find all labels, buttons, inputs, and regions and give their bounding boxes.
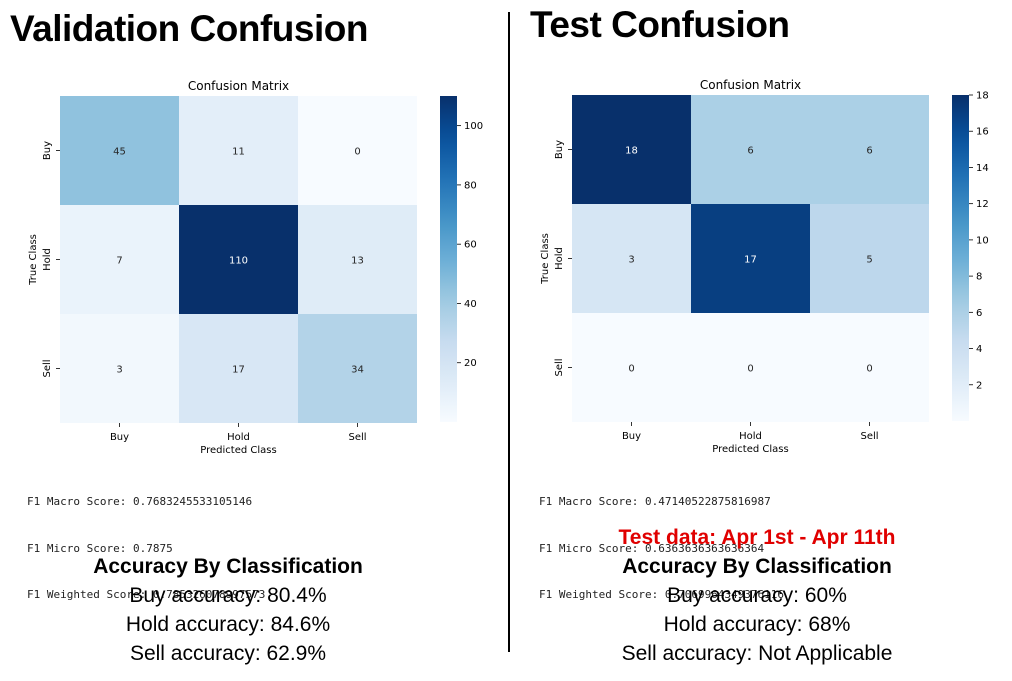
validation-cell-value-hold-hold: 110 xyxy=(229,256,248,267)
test-colorbar-tick-label-16: 16 xyxy=(976,127,989,138)
validation-f1-weighted: F1 Weighted Score: 0.785326078997573 xyxy=(27,588,266,601)
test-y-tick-label-buy: Buy xyxy=(554,140,565,159)
validation-y-tick-label-hold: Hold xyxy=(42,248,53,271)
validation-cell-value-sell-buy: 3 xyxy=(116,365,122,376)
test-f1-weighted: F1 Weighted Score: 0.7069964349376116 xyxy=(539,588,785,601)
validation-buy-accuracy: Buy accuracy: 80.4% xyxy=(129,584,327,607)
test-cell-sell-sell xyxy=(810,313,929,422)
test-colorbar-tick-label-4: 4 xyxy=(976,344,982,355)
test-y-axis-label: True Class xyxy=(540,233,551,285)
validation-cell-buy-buy xyxy=(60,96,179,205)
test-accuracy: Test data: Apr 1st - Apr 11th Accuracy B… xyxy=(567,523,947,668)
validation-cell-value-hold-sell: 13 xyxy=(351,256,364,267)
validation-colorbar-tick-label-40: 40 xyxy=(464,299,477,310)
test-cell-value-hold-buy: 3 xyxy=(628,255,634,266)
test-colorbar-tick-label-8: 8 xyxy=(976,272,982,283)
test-colorbar-tick-label-12: 12 xyxy=(976,199,989,210)
test-hold-accuracy: Hold accuracy: 68% xyxy=(663,613,851,636)
validation-cell-buy-hold xyxy=(179,96,298,205)
validation-colorbar-tick-label-100: 100 xyxy=(464,121,483,132)
test-x-axis-label: Predicted Class xyxy=(712,444,788,455)
test-data-range-note: Test data: Apr 1st - Apr 11th xyxy=(618,526,896,549)
validation-y-tick-label-buy: Buy xyxy=(42,141,53,160)
validation-cell-value-hold-buy: 7 xyxy=(116,256,122,267)
validation-cell-value-buy-sell: 0 xyxy=(354,147,360,158)
validation-y-axis-label: True Class xyxy=(28,234,39,286)
validation-cell-value-sell-sell: 34 xyxy=(351,365,364,376)
test-colorbar-tick-label-14: 14 xyxy=(976,163,989,174)
validation-x-tick-label-sell: Sell xyxy=(348,432,366,443)
validation-cell-hold-buy xyxy=(60,205,179,314)
test-cell-value-sell-buy: 0 xyxy=(628,364,634,375)
test-cell-value-sell-hold: 0 xyxy=(747,364,753,375)
test-y-tick-label-hold: Hold xyxy=(554,247,565,270)
test-cell-hold-hold xyxy=(691,204,810,313)
validation-cell-sell-hold xyxy=(179,314,298,423)
validation-cell-value-buy-buy: 45 xyxy=(113,147,126,158)
test-accuracy-header: Accuracy By Classification xyxy=(622,555,892,578)
test-buy-accuracy: Buy accuracy: 60% xyxy=(667,584,847,607)
validation-accuracy: Accuracy By Classification Buy accuracy:… xyxy=(58,552,398,668)
test-colorbar xyxy=(952,95,969,421)
test-cell-value-hold-hold: 17 xyxy=(744,255,757,266)
test-confusion-matrix: Confusion Matrix 18 6 6 3 17 5 0 0 0 Buy Hold Sell Pr… xyxy=(540,78,989,455)
validation-cell-value-sell-hold: 17 xyxy=(232,365,245,376)
test-x-tick-label-sell: Sell xyxy=(860,431,878,442)
validation-cell-buy-sell xyxy=(298,96,417,205)
validation-colorbar-tick-label-20: 20 xyxy=(464,358,477,369)
test-colorbar-tick-label-10: 10 xyxy=(976,235,989,246)
validation-accuracy-header: Accuracy By Classification xyxy=(93,555,363,578)
test-cell-value-sell-sell: 0 xyxy=(866,364,872,375)
test-cell-sell-hold xyxy=(691,313,810,422)
validation-f1-micro: F1 Micro Score: 0.7875 xyxy=(27,541,173,555)
test-colorbar-tick-label-6: 6 xyxy=(976,308,982,319)
test-confusion-chart: Confusion Matrix 18 6 6 3 17 5 0 0 0 Buy Hold Sell Pr… xyxy=(536,75,1006,455)
test-chart-title: Confusion Matrix xyxy=(700,78,801,92)
validation-hold-accuracy: Hold accuracy: 84.6% xyxy=(125,613,331,636)
validation-sell-accuracy: Sell accuracy: 62.9% xyxy=(129,642,327,665)
test-sell-accuracy: Sell accuracy: Not Applicable xyxy=(621,642,893,665)
validation-f1-macro: F1 Macro Score: 0.7683245533105146 xyxy=(27,495,253,508)
test-cell-value-buy-hold: 6 xyxy=(747,146,753,157)
test-cell-hold-sell xyxy=(810,204,929,313)
panel-divider xyxy=(508,12,510,652)
test-cell-value-buy-buy: 18 xyxy=(625,146,638,157)
validation-chart-title: Confusion Matrix xyxy=(188,79,289,93)
validation-x-tick-label-buy: Buy xyxy=(110,432,129,443)
validation-colorbar-tick-label-60: 60 xyxy=(464,240,477,251)
test-x-tick-label-buy: Buy xyxy=(622,431,641,442)
validation-y-tick-label-sell: Sell xyxy=(42,359,53,377)
validation-cell-hold-sell xyxy=(298,205,417,314)
test-cell-buy-hold xyxy=(691,95,810,204)
validation-cell-hold-hold xyxy=(179,205,298,314)
test-y-tick-label-sell: Sell xyxy=(554,358,565,376)
test-f1-macro: F1 Macro Score: 0.47140522875816987 xyxy=(539,495,771,508)
test-colorbar-tick-label-18: 18 xyxy=(976,91,989,102)
validation-f1-scores: F1 Macro Score: 0.7683245533105146 F1 Mi… xyxy=(27,463,265,618)
validation-cell-sell-buy xyxy=(60,314,179,423)
test-cell-value-buy-sell: 6 xyxy=(866,146,872,157)
validation-x-tick-label-hold: Hold xyxy=(227,432,250,443)
validation-colorbar xyxy=(440,96,457,422)
test-f1-micro: F1 Micro Score: 0.6363636363636364 xyxy=(539,541,765,555)
test-cell-value-hold-sell: 5 xyxy=(866,255,872,266)
test-cell-buy-buy xyxy=(572,95,691,204)
test-x-tick-label-hold: Hold xyxy=(739,431,762,442)
test-heading: Test Confusion xyxy=(530,4,790,45)
test-f1-scores: F1 Macro Score: 0.47140522875816987 F1 M… xyxy=(539,463,784,618)
test-cell-hold-buy xyxy=(572,204,691,313)
test-colorbar-tick-label-2: 2 xyxy=(976,380,982,391)
validation-colorbar-tick-label-80: 80 xyxy=(464,180,477,191)
validation-x-axis-label: Predicted Class xyxy=(200,445,276,456)
validation-cell-sell-sell xyxy=(298,314,417,423)
validation-cell-value-buy-hold: 11 xyxy=(232,147,245,158)
validation-heading: Validation Confusion xyxy=(10,8,368,49)
validation-confusion-chart: Confusion Matrix 45 11 0 7 110 13 3 17 34 Buy Hold S… xyxy=(24,76,494,456)
test-cell-buy-sell xyxy=(810,95,929,204)
test-cell-sell-buy xyxy=(572,313,691,422)
